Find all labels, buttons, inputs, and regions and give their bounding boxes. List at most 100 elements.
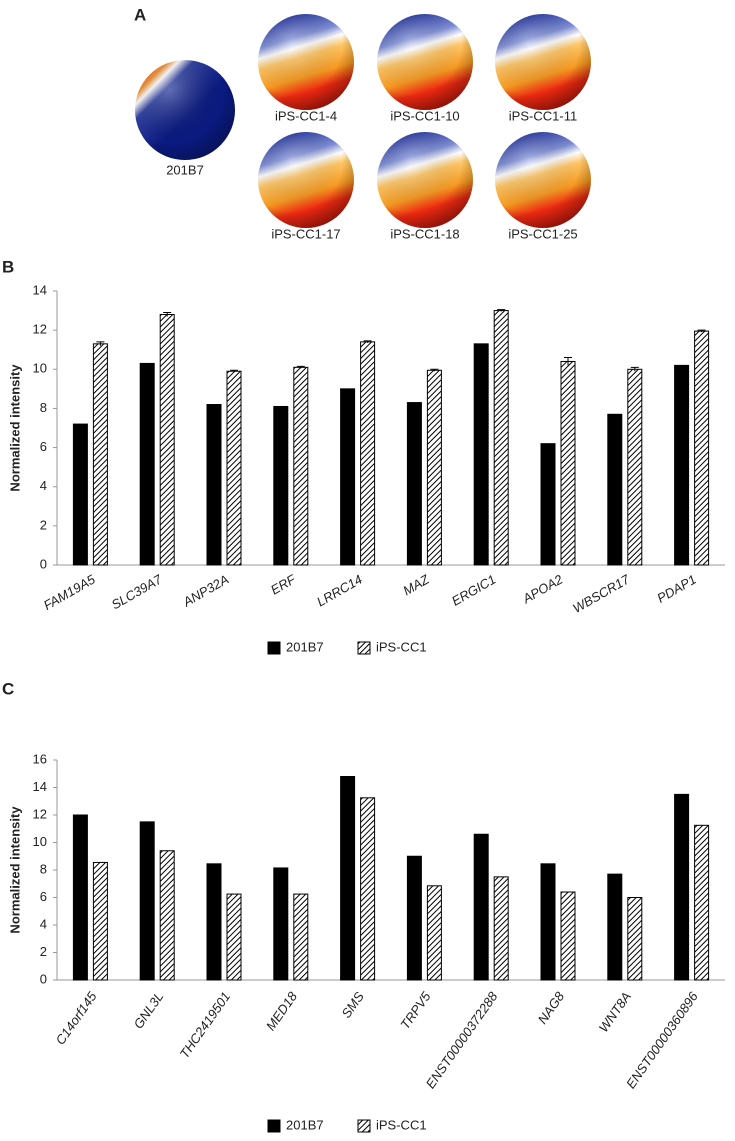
- sphere-label: iPS-CC1-10: [390, 108, 459, 123]
- x-tick-label: ERGIC1: [449, 572, 498, 609]
- y-tick-label: 0: [40, 556, 47, 571]
- panel-label: A: [134, 5, 146, 24]
- bar: [139, 362, 155, 566]
- legend-swatch: [267, 1119, 281, 1133]
- sphere-shade: [258, 132, 354, 228]
- y-tick-label: 16: [33, 751, 47, 766]
- sphere-shade: [495, 132, 591, 228]
- bar: [293, 366, 309, 566]
- bar: [72, 423, 88, 566]
- x-tick-label: TRPV5: [397, 988, 434, 1032]
- bar: [206, 863, 222, 981]
- error-bar: [430, 368, 439, 372]
- y-tick-label: 14: [33, 779, 47, 794]
- sphere-label: iPS-CC1-11: [509, 108, 577, 123]
- bar: [607, 873, 623, 981]
- bar: [293, 893, 309, 981]
- error-bar: [497, 309, 506, 312]
- x-tick-label: C14orf145: [53, 988, 101, 1047]
- bar: [360, 797, 376, 981]
- bar: [694, 824, 710, 981]
- x-tick-label: WNT8A: [596, 989, 634, 1035]
- y-tick-label: 14: [33, 282, 47, 297]
- legend-label: 201B7: [286, 639, 324, 654]
- x-tick-label: MED18: [263, 988, 301, 1033]
- bar: [473, 833, 489, 981]
- x-tick-label: MAZ: [400, 571, 432, 598]
- sphere-shade: [377, 14, 473, 110]
- error-bar: [564, 357, 572, 366]
- bar: [226, 893, 242, 981]
- x-tick-label: PDAP1: [654, 572, 698, 606]
- sphere-shade: [495, 14, 591, 110]
- x-tick-label: ERF: [268, 571, 299, 598]
- bar: [493, 310, 509, 566]
- x-tick-label: APOA2: [519, 571, 566, 607]
- x-tick-label: NAG8: [535, 988, 568, 1026]
- x-tick-label: ENST00000372288: [423, 988, 501, 1091]
- bar: [627, 897, 643, 981]
- x-tick-label: GNL3L: [131, 989, 167, 1031]
- y-axis-title: Normalized intensity: [7, 364, 22, 492]
- bar: [139, 821, 155, 981]
- y-tick-label: 8: [40, 400, 47, 415]
- x-tick-label: THC2419501: [177, 989, 234, 1061]
- y-axis-title: Normalized intensity: [7, 806, 22, 934]
- y-tick-label: 2: [40, 517, 47, 532]
- error-bar: [697, 329, 706, 333]
- y-tick-label: 2: [40, 944, 47, 959]
- bar: [72, 814, 88, 981]
- x-tick-label: FAM19A5: [41, 571, 98, 613]
- bar: [273, 405, 289, 566]
- bar: [473, 343, 489, 566]
- legend-swatch: [267, 641, 281, 655]
- bar: [340, 776, 356, 981]
- y-tick-label: 6: [40, 889, 47, 904]
- y-tick-label: 8: [40, 861, 47, 876]
- y-tick-label: 6: [40, 439, 47, 454]
- sphere-label: iPS-CC1-25: [508, 226, 577, 241]
- legend-label: 201B7: [286, 1117, 324, 1132]
- sphere-shade: [377, 132, 473, 228]
- bar: [540, 443, 556, 566]
- sphere-label: iPS-CC1-4: [275, 108, 337, 123]
- legend-label: iPS-CC1: [376, 639, 427, 654]
- sphere-label: iPS-CC1-17: [271, 226, 340, 241]
- bar: [340, 388, 356, 566]
- error-bar: [230, 369, 238, 373]
- panel-label: C: [2, 679, 14, 698]
- y-tick-label: 10: [33, 361, 47, 376]
- sphere-label: 201B7: [166, 162, 204, 177]
- bar: [560, 891, 576, 981]
- y-tick-label: 12: [33, 322, 47, 337]
- bar: [273, 867, 289, 981]
- error-bar: [96, 341, 105, 346]
- x-tick-label: ANP32A: [180, 572, 232, 610]
- sphere-label: iPS-CC1-18: [390, 226, 459, 241]
- y-tick-label: 12: [33, 806, 47, 821]
- y-tick-label: 0: [40, 971, 47, 986]
- panel-a: A 201B7: [134, 5, 235, 177]
- bar: [226, 370, 242, 566]
- bar: [627, 368, 643, 566]
- error-bar: [630, 366, 639, 372]
- bar: [92, 343, 108, 566]
- bar: [694, 330, 710, 566]
- y-tick-label: 4: [40, 916, 47, 931]
- x-tick-label: ENST00000360896: [623, 988, 701, 1091]
- y-tick-label: 10: [33, 834, 47, 849]
- bar: [560, 360, 576, 566]
- x-tick-label: LRRC14: [314, 572, 365, 610]
- x-tick-label: SLC39A7: [109, 571, 165, 612]
- bar: [406, 855, 422, 981]
- error-bar: [363, 340, 372, 343]
- legend-label: iPS-CC1: [376, 1117, 427, 1132]
- bar: [360, 341, 376, 566]
- bar: [540, 863, 556, 981]
- y-tick-label: 4: [40, 478, 47, 493]
- x-tick-label: WBSCR17: [570, 571, 633, 616]
- bar: [92, 861, 108, 981]
- panel-label: B: [2, 257, 14, 276]
- bar: [426, 369, 442, 566]
